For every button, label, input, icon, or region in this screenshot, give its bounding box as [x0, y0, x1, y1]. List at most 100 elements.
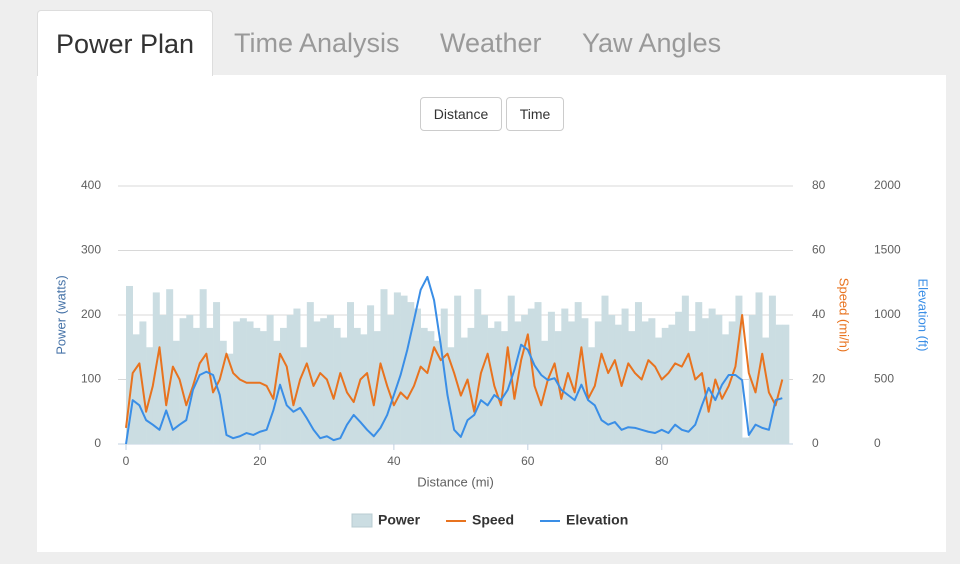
power-bar	[206, 327, 214, 444]
power-bar	[608, 315, 616, 444]
power-bar	[347, 302, 354, 444]
power-bar	[273, 340, 281, 444]
power-bar	[132, 334, 140, 444]
power-bar	[748, 315, 756, 444]
y3-tick-label: 0	[874, 436, 881, 450]
y3-tick-label: 1000	[874, 307, 901, 321]
tab[interactable]: Time Analysis	[234, 28, 400, 58]
power-bar	[407, 302, 415, 444]
speed-line	[125, 314, 784, 428]
power-bar	[172, 340, 180, 444]
power-bar	[179, 318, 187, 444]
tab[interactable]: Weather	[440, 28, 542, 58]
power-bar	[634, 302, 642, 444]
y3-axis-title: Elevation (ft)	[916, 279, 931, 352]
power-bar	[614, 324, 622, 444]
power-bar	[588, 347, 596, 444]
power-bar	[487, 327, 495, 444]
power-bar	[280, 327, 288, 444]
power-bar	[400, 295, 408, 444]
power-bar	[641, 321, 649, 444]
power-bar	[601, 295, 609, 444]
legend-label[interactable]: Speed	[472, 512, 514, 528]
y2-axis-title: Speed (mi/h)	[837, 278, 852, 352]
power-bar	[648, 318, 656, 444]
y-tick-label: 100	[81, 372, 101, 386]
power-bar	[480, 315, 488, 444]
power-bar	[253, 327, 261, 444]
power-bar	[467, 327, 475, 444]
power-bar	[387, 315, 395, 444]
y2-tick-label: 20	[812, 372, 826, 386]
power-bar	[527, 308, 535, 444]
power-bar	[768, 295, 776, 444]
power-bar	[447, 347, 455, 444]
y2-tick-label: 40	[812, 307, 826, 321]
y-tick-label: 400	[81, 178, 101, 192]
y3-tick-label: 2000	[874, 178, 901, 192]
power-bar	[219, 340, 227, 444]
power-bar	[661, 327, 669, 444]
power-bar	[367, 305, 375, 444]
power-bar	[708, 308, 716, 444]
power-bar	[782, 324, 790, 444]
power-bar	[259, 331, 267, 444]
power-bar	[688, 331, 696, 444]
power-bar	[326, 315, 334, 444]
power-bar	[628, 331, 636, 444]
power-bar	[547, 311, 555, 444]
power-bar	[126, 285, 133, 444]
power-bar	[554, 331, 562, 444]
power-bar	[534, 302, 542, 444]
power-bar	[668, 324, 676, 444]
power-bar	[675, 311, 683, 444]
x-tick-label: 80	[655, 454, 669, 468]
power-bar	[521, 315, 529, 444]
power-bar	[233, 321, 241, 444]
button[interactable]: Distance	[420, 97, 502, 131]
x-tick-label: 40	[387, 454, 401, 468]
y2-tick-label: 60	[812, 243, 826, 257]
power-bar	[762, 337, 770, 444]
button[interactable]: Time	[506, 97, 564, 131]
x-tick-label: 0	[123, 454, 130, 468]
elevation-line	[125, 275, 783, 445]
power-bar	[460, 337, 468, 444]
power-bar	[722, 334, 730, 444]
power-bar	[213, 302, 221, 444]
power-bar	[192, 327, 200, 444]
power-bar	[427, 331, 435, 444]
power-bar	[199, 289, 207, 444]
power-bar	[701, 318, 709, 444]
tab[interactable]: Yaw Angles	[582, 28, 722, 58]
power-bar	[286, 315, 294, 444]
power-bar	[166, 289, 174, 444]
legend-label[interactable]: Power	[378, 512, 421, 528]
power-bar	[360, 334, 368, 444]
y3-tick-label: 1500	[874, 243, 901, 257]
y-tick-label: 200	[81, 307, 101, 321]
power-bar	[655, 337, 663, 444]
x-tick-label: 20	[253, 454, 267, 468]
legend-label[interactable]: Elevation	[566, 512, 628, 528]
power-bar	[735, 295, 743, 444]
power-bar	[420, 327, 428, 444]
x-axis-title: Distance (mi)	[417, 474, 494, 489]
power-bar	[380, 289, 388, 444]
tab[interactable]: Power Plan	[37, 10, 214, 76]
power-bar	[594, 321, 602, 444]
y-axis-title: Power (watts)	[53, 275, 68, 354]
power-bar	[340, 337, 348, 444]
power-bar	[293, 308, 301, 444]
power-bar	[393, 292, 401, 444]
power-bar	[226, 353, 234, 444]
power-bar	[434, 340, 442, 444]
power-bar	[454, 295, 462, 444]
power-bar	[300, 347, 308, 444]
power-bar	[775, 324, 783, 444]
power-bar	[494, 321, 502, 444]
power-bar	[474, 289, 482, 444]
power-bar	[728, 321, 736, 444]
